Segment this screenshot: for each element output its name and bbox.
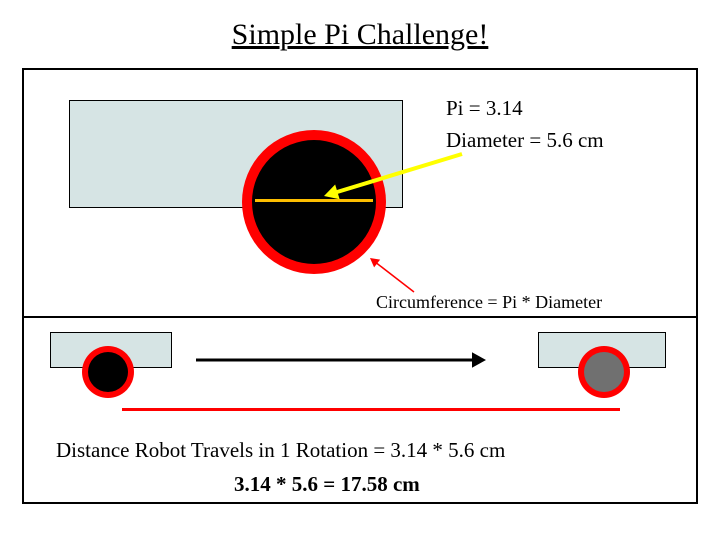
diameter-line [255,199,373,202]
diagram-frame: Pi = 3.14 Diameter = 5.6 cm Circumferenc… [22,68,698,504]
label-distance-formula: Distance Robot Travels in 1 Rotation = 3… [56,438,505,463]
label-diameter: Diameter = 5.6 cm [446,128,604,153]
wheel-right-fill [584,352,624,392]
wheel-left-fill [88,352,128,392]
label-result: 3.14 * 5.6 = 17.58 cm [234,472,420,497]
label-circumference: Circumference = Pi * Diameter [376,292,602,313]
travel-distance-line [122,408,620,411]
page-title: Simple Pi Challenge! [0,18,720,52]
label-pi: Pi = 3.14 [446,96,523,121]
panel-divider [24,316,696,318]
wheel-large-fill [252,140,376,264]
